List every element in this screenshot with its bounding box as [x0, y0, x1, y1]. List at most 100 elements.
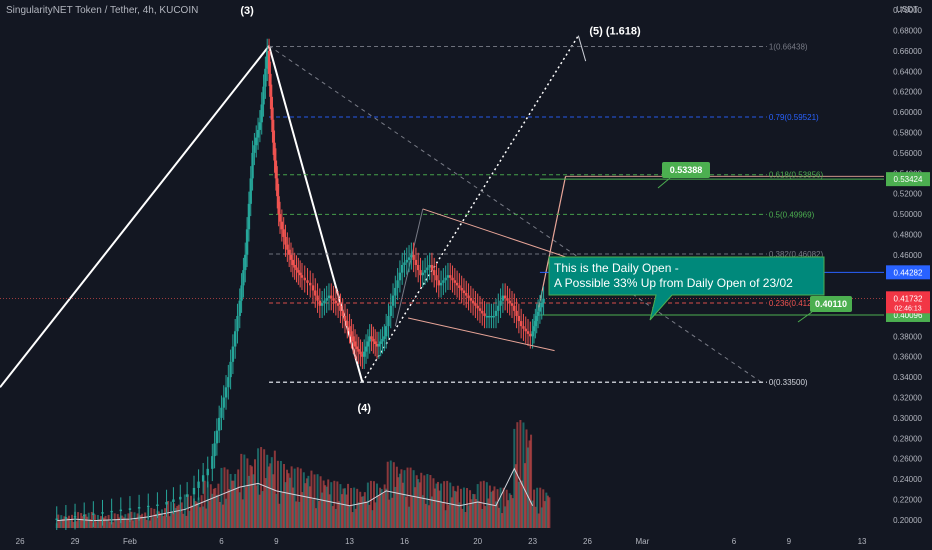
volume-bar: [221, 504, 224, 528]
volume-bar: [258, 494, 261, 528]
volume-bar: [462, 487, 465, 528]
candle-body: [298, 272, 302, 276]
candle-body: [247, 203, 251, 230]
price-tick-1: 0.68000: [893, 27, 922, 36]
volume-bar: [220, 467, 223, 528]
volume-bar: [260, 447, 263, 528]
volume-bar: [496, 489, 499, 528]
volume-bar: [485, 482, 488, 528]
volume-bar: [504, 506, 507, 528]
volume-bar: [180, 502, 183, 528]
candle-body: [64, 517, 68, 519]
volume-bar: [290, 466, 293, 528]
price-tick-17: 0.36000: [893, 353, 922, 362]
volume-bar: [423, 475, 426, 528]
volume-bar: [293, 468, 296, 528]
wave-lines: [0, 35, 884, 388]
candle-body: [449, 275, 452, 278]
candle-body: [481, 310, 484, 314]
volume-bar: [202, 506, 205, 528]
price-tick-11: 0.48000: [893, 230, 922, 239]
target-label-top: 0.53388: [670, 165, 703, 175]
volume-bar: [534, 506, 537, 528]
candle-body: [538, 307, 542, 312]
volume-bar: [308, 486, 311, 528]
candle-body: [381, 338, 384, 342]
volume-bar: [131, 520, 134, 528]
volume-bar: [389, 460, 392, 528]
volume-bar: [339, 484, 342, 528]
price-tick-18: 0.34000: [893, 373, 922, 382]
volume-bar: [397, 477, 400, 528]
volume-bar: [164, 508, 167, 528]
channel-line-1: [408, 317, 555, 352]
volume-bar: [124, 514, 127, 528]
candle-body: [359, 351, 362, 355]
candle-body: [197, 481, 200, 488]
time-axis[interactable]: [0, 530, 932, 550]
volume-bar: [116, 514, 119, 528]
volume-bar: [235, 489, 238, 528]
time-tick-10: Mar: [636, 537, 650, 546]
candle-body: [460, 287, 463, 291]
volume-bar: [179, 509, 182, 528]
volume-bar: [488, 485, 491, 528]
candle-body: [236, 315, 239, 332]
candle-body: [513, 305, 516, 311]
volume-bar: [217, 483, 220, 528]
candle-body: [462, 290, 466, 294]
volume-bar: [536, 487, 539, 528]
candle-body: [245, 229, 249, 255]
volume-bar: [528, 440, 531, 528]
volume-bar: [507, 500, 510, 528]
candle-body: [437, 280, 440, 286]
volume-bar: [183, 494, 186, 528]
volume-bar: [249, 465, 252, 528]
volume-bar: [63, 516, 66, 528]
candle-body: [531, 331, 534, 337]
candle-body: [262, 86, 265, 105]
volume-bar: [385, 488, 388, 528]
volume-bar: [490, 491, 493, 528]
candle-body: [478, 308, 482, 311]
candle-body: [526, 331, 530, 334]
volume-bar: [240, 453, 243, 528]
candle-body: [540, 302, 543, 308]
fib-label-3: 0.5(0.49969): [769, 210, 815, 219]
candle-body: [394, 287, 397, 296]
volume-bar: [250, 466, 253, 528]
volume-bar: [327, 479, 330, 528]
volume-bar: [237, 469, 240, 528]
volume-bar: [254, 459, 257, 528]
volume-bar: [368, 504, 371, 528]
candle-body: [483, 313, 486, 316]
volume-bar: [279, 460, 282, 528]
volume-bar: [342, 488, 345, 528]
volume-bar: [145, 519, 148, 528]
time-tick-4: 9: [274, 537, 279, 546]
candle-body: [147, 505, 150, 508]
volume-bar: [467, 505, 470, 528]
volume-bar: [542, 489, 545, 528]
volume-bar: [286, 469, 289, 528]
candle-body: [227, 377, 230, 388]
candle-body: [332, 298, 335, 301]
volume-bar: [75, 521, 78, 528]
price-axis[interactable]: [884, 0, 932, 530]
volume-bar: [311, 499, 314, 528]
price-tick-19: 0.32000: [893, 394, 922, 403]
volume-bar: [193, 498, 196, 528]
candle-body: [224, 387, 228, 398]
volume-bar: [159, 513, 162, 528]
candle-body: [433, 270, 436, 276]
volume-bar: [226, 469, 229, 528]
symbol-title: SingularityNET Token / Tether, 4h, KUCOI…: [6, 5, 199, 16]
candle-body: [179, 496, 182, 500]
volume-bar: [371, 510, 374, 528]
volume-bar: [379, 487, 382, 528]
volume-bar: [173, 503, 176, 528]
volume-bar: [447, 504, 450, 528]
candle-body: [373, 341, 377, 344]
volume-bar: [261, 491, 264, 528]
